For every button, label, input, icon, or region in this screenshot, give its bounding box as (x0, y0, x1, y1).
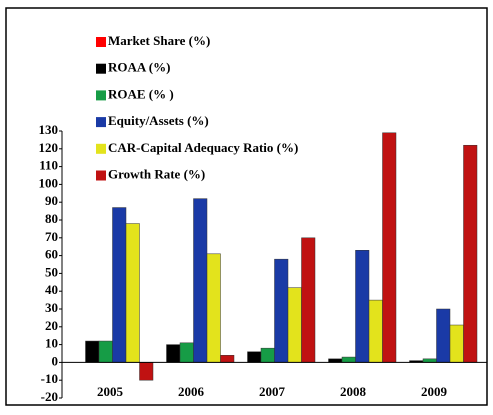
x-tick-label: 2005 (97, 384, 124, 399)
bar (112, 207, 127, 363)
y-tick-label: 20 (45, 318, 58, 333)
y-tick-label: 90 (45, 193, 58, 208)
bar (274, 258, 289, 363)
y-tick-label: -20 (41, 389, 58, 404)
legend-label: Market Share (%) (108, 33, 210, 48)
x-tick-label: 2007 (259, 384, 286, 399)
bar (247, 351, 262, 363)
x-tick-label: 2008 (340, 384, 367, 399)
y-tick-label: 70 (45, 229, 58, 244)
legend-swatch (96, 90, 106, 101)
legend-label: ROAE (% ) (108, 86, 174, 101)
legend-label: ROAA (%) (108, 60, 170, 75)
legend-swatch (96, 170, 106, 181)
y-tick-label: 80 (45, 211, 58, 226)
y-tick-label: -10 (41, 371, 58, 386)
bar (422, 358, 437, 363)
bar (260, 347, 275, 363)
legend-label: Equity/Assets (%) (108, 113, 209, 128)
x-tick-label: 2006 (178, 384, 205, 399)
bar (98, 340, 113, 363)
legend-swatch (96, 117, 106, 128)
bar (287, 287, 302, 363)
bar (355, 250, 370, 363)
y-tick-label: 100 (39, 175, 59, 190)
bar (382, 132, 397, 363)
y-tick-label: 50 (45, 264, 58, 279)
bar (449, 324, 464, 363)
y-tick-label: 120 (39, 140, 59, 155)
bar (139, 362, 154, 381)
y-tick-label: 130 (39, 122, 59, 137)
bar (341, 356, 356, 363)
bar (301, 237, 316, 363)
bar (193, 198, 208, 363)
y-tick-label: 110 (39, 158, 58, 173)
bar (436, 308, 451, 363)
bar (85, 340, 100, 363)
bar (125, 223, 140, 363)
legend-swatch (96, 37, 106, 47)
legend-label: Growth Rate (%) (108, 166, 205, 181)
bar (328, 358, 343, 363)
y-tick-label: 0 (52, 353, 59, 368)
bar (179, 342, 194, 363)
bar (220, 355, 235, 363)
bar (206, 253, 221, 363)
y-tick-label: 40 (45, 282, 58, 297)
y-tick-label: 30 (45, 300, 58, 315)
y-tick-label: 60 (45, 247, 58, 262)
legend-swatch (96, 63, 106, 74)
bar (368, 299, 383, 363)
x-tick-label: 2009 (421, 384, 448, 399)
legend-label: CAR-Capital Adequacy Ratio (%) (108, 140, 298, 155)
legend-swatch (96, 143, 106, 154)
frame (5, 7, 488, 406)
bar (463, 144, 478, 363)
bar (166, 344, 181, 363)
y-tick-label: 10 (45, 336, 58, 351)
